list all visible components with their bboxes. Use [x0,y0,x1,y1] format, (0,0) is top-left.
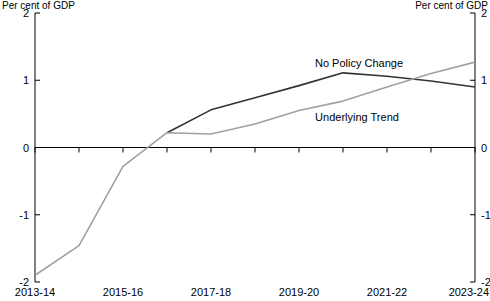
x-tick-label: 2015-16 [103,286,143,298]
y-axis [35,13,36,282]
x-tick [167,148,168,153]
y2-tick-label: 1 [481,74,487,86]
y2-tick [470,80,475,81]
plot-area [35,62,475,275]
x-tick [299,148,300,153]
y-tick-label: -1 [19,209,29,221]
series-line [167,73,475,133]
legend-label: Underlying Trend [315,111,399,123]
y-tick-label: 0 [23,142,29,154]
x-tick [475,148,476,153]
y2-axis-label: Per cent of GDP [415,0,488,11]
x-tick [35,148,36,153]
y-axis-label: Per cent of GDP [2,0,75,11]
x-tick [431,148,432,153]
y-tick [35,13,40,14]
y-tick [35,214,40,215]
y2-tick [470,13,475,14]
x-tick [79,148,80,153]
y2-tick [470,147,475,148]
x-tick [387,148,388,153]
y2-tick [470,282,475,283]
y-tick-label: 1 [23,74,29,86]
y2-tick [470,214,475,215]
series-line [35,62,475,275]
x-tick [255,148,256,153]
y-tick [35,80,40,81]
x-tick-label: 2013-14 [15,286,55,298]
y-tick [35,282,40,283]
x-tick-label: 2023-24 [449,286,489,298]
x-tick-label: 2021-22 [367,286,407,298]
y2-axis [475,13,476,282]
x-tick [343,148,344,153]
y2-tick-label: 0 [481,142,487,154]
legend-label: No Policy Change [315,57,403,69]
y-tick [35,147,40,148]
x-tick-label: 2019-20 [279,286,319,298]
x-tick [211,148,212,153]
y2-tick-label: -1 [481,209,490,221]
chart: -2-1012-2-1012Per cent of GDPPer cent of… [0,0,490,301]
x-tick-label: 2017-18 [191,286,231,298]
x-tick [123,148,124,153]
